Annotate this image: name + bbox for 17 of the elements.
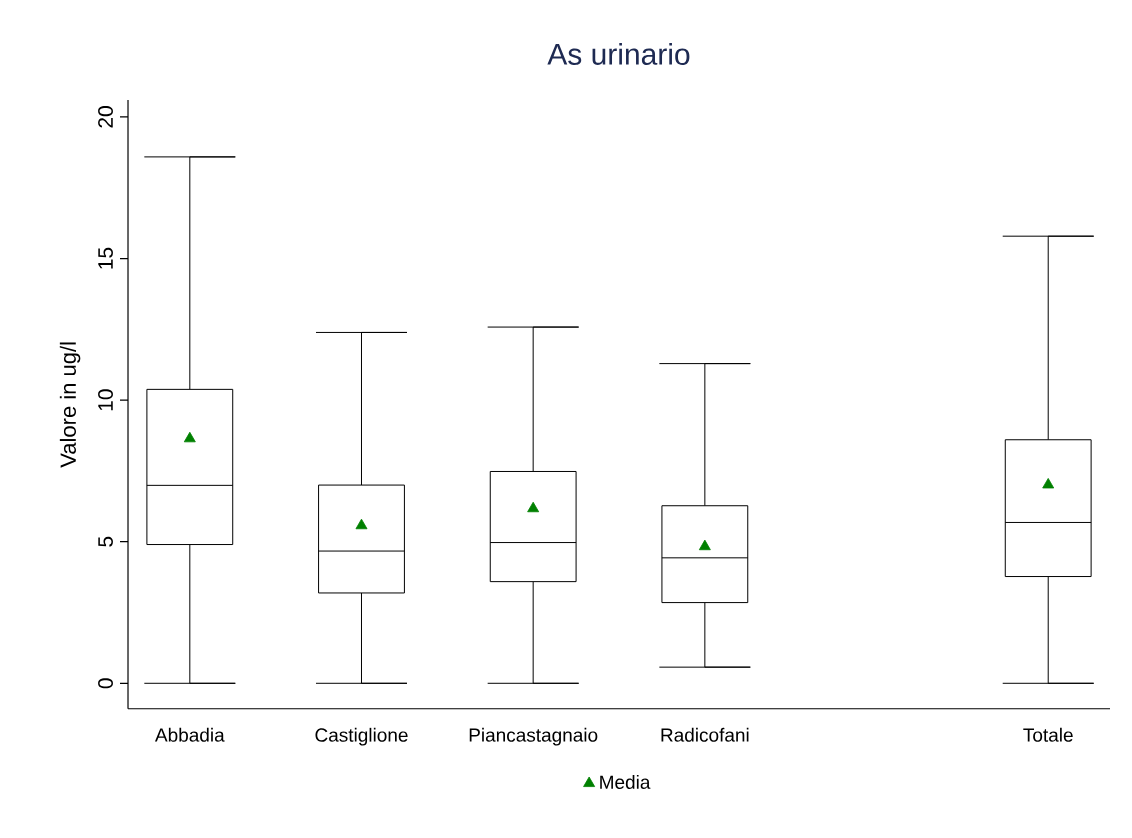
x-tick-label: Castiglione — [315, 727, 408, 746]
point — [183, 431, 196, 443]
y-axis-title: Valore in ug/l — [59, 342, 81, 468]
x-tick-label: Piancastagnaio — [469, 727, 598, 746]
point — [527, 501, 540, 513]
chart-title: As urinario — [547, 42, 690, 65]
legend-label: Media — [600, 775, 651, 789]
x-tick-label: Radicofani — [661, 727, 749, 742]
y-tick-label: 5 — [98, 536, 113, 547]
point — [355, 518, 368, 530]
x-tick-label: Totale — [1023, 727, 1073, 742]
y-tick-label: 10 — [98, 389, 113, 411]
y-tick-label: 20 — [98, 106, 113, 128]
x-tick-label: Abbadia — [154, 727, 225, 742]
y-tick-label: 0 — [98, 678, 113, 689]
y-tick-label: 15 — [98, 247, 113, 269]
point — [698, 539, 711, 551]
